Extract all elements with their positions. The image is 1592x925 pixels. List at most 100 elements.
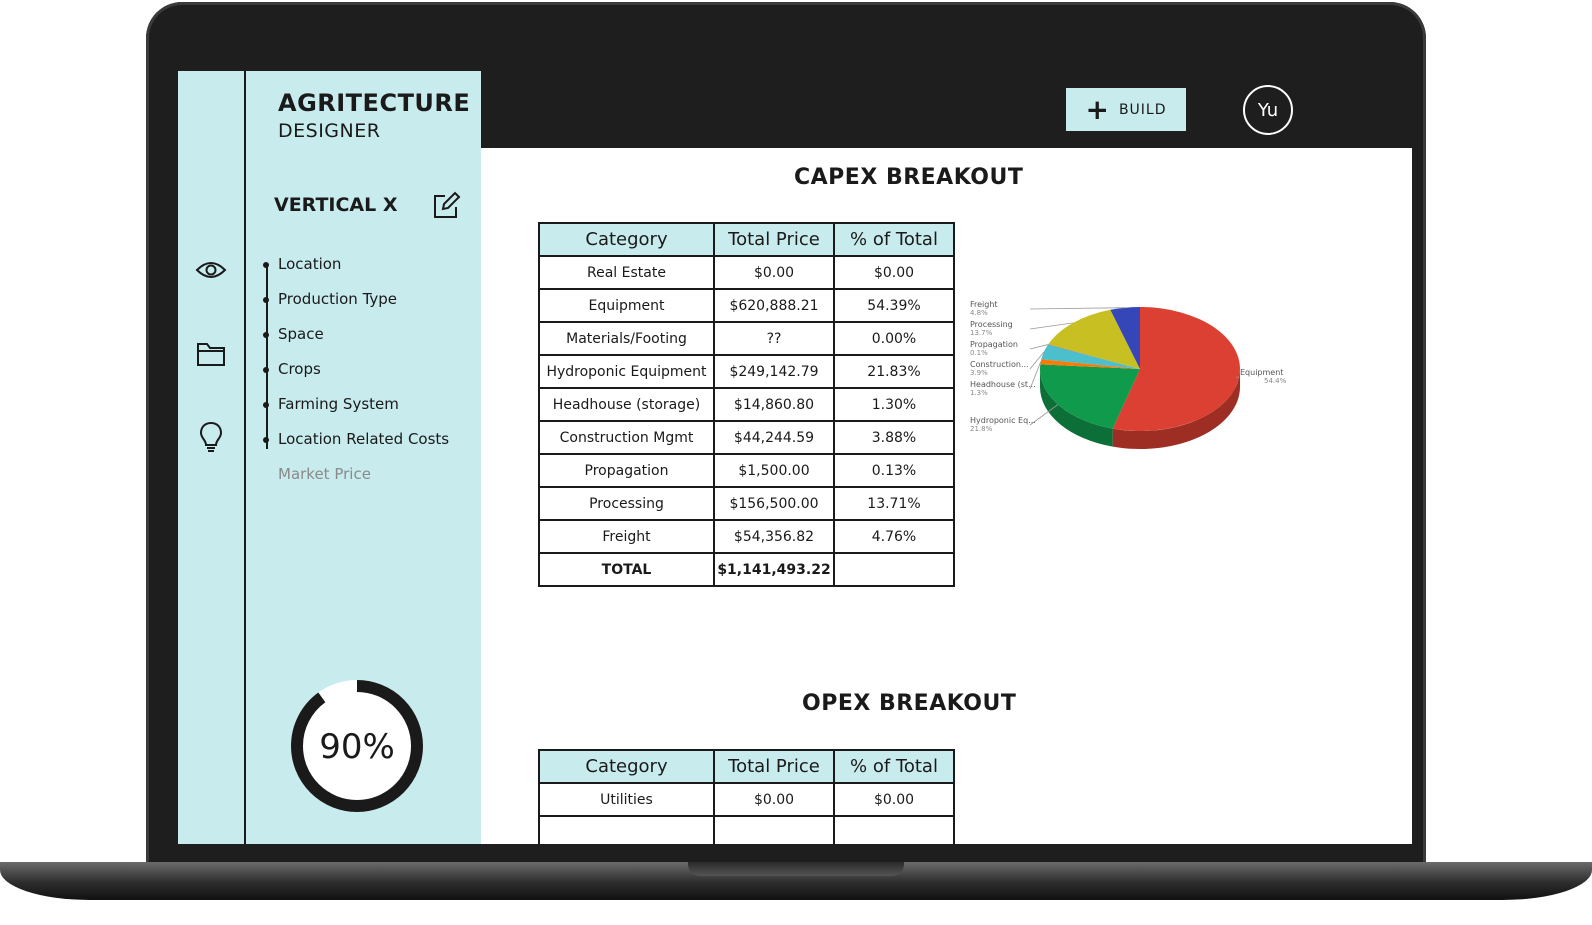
table-cell (833, 815, 955, 844)
table-cell: 1.30% (833, 387, 955, 422)
steps-timeline (266, 264, 268, 449)
eye-icon[interactable] (194, 253, 228, 287)
table-cell: 4.76% (833, 519, 955, 554)
table-header-row: Category Total Price% of Total (538, 222, 955, 257)
pie-slice[interactable] (1041, 344, 1140, 369)
pie-slice[interactable] (1040, 364, 1140, 429)
pie-slice-value: 1.3% (970, 389, 988, 397)
table-cell: $1,141,493.22 (713, 552, 835, 587)
pie-slice[interactable] (1112, 307, 1240, 431)
brand-subtitle: DESIGNER (278, 120, 381, 142)
table-cell: $14,860.80 (713, 387, 835, 422)
pie-leader-line (1235, 376, 1240, 378)
step-item[interactable]: Production Type (263, 290, 397, 308)
table-cell: ?? (713, 321, 835, 356)
app-screen: AGRITECTURE DESIGNER VERTICAL X Location… (178, 71, 1412, 844)
step-dot (263, 402, 269, 408)
step-item[interactable]: Space (263, 325, 324, 343)
step-item[interactable]: Market Price (278, 465, 371, 483)
table-cell: Hydroponic Equipment (538, 354, 715, 389)
progress-label: 90% (319, 727, 395, 767)
capex-table: Category Total Price% of Total Real Estat… (538, 222, 955, 587)
step-dot (263, 262, 269, 268)
build-button[interactable]: + BUILD (1066, 88, 1186, 131)
edit-icon[interactable] (431, 191, 461, 221)
table-row: Processing $156,500.00 13.71% (538, 486, 955, 521)
table-row: TOTAL $1,141,493.22 (538, 552, 955, 587)
column-header: % of Total (833, 222, 955, 257)
table-row: Hydroponic Equipment $249,142.79 21.83% (538, 354, 955, 389)
pie-slice-label: Freight (970, 300, 998, 309)
step-label: Market Price (278, 465, 371, 483)
pie-slice-label: Construction... (970, 360, 1029, 369)
table-cell: Materials/Footing (538, 321, 715, 356)
table-cell: 0.00% (833, 321, 955, 356)
pie-leader-line (1029, 361, 1042, 390)
pie-slice[interactable] (1040, 359, 1140, 369)
table-cell: 0.13% (833, 453, 955, 488)
pie-slice-value: 21.8% (970, 425, 993, 433)
pie-leader-line (1029, 307, 1125, 310)
brand-title: AGRITECTURE (278, 89, 471, 117)
step-item[interactable]: Farming System (263, 395, 399, 413)
table-row: Real Estate $0.00 $0.00 (538, 255, 955, 290)
lightbulb-icon[interactable] (194, 421, 228, 455)
table-cell: $249,142.79 (713, 354, 835, 389)
table-cell: $0.00 (833, 782, 955, 817)
table-row: Utilities $0.00 $0.00 (538, 782, 955, 817)
step-label: Farming System (278, 395, 399, 413)
pie-slice-value: 0.1% (970, 349, 988, 357)
pie-slice[interactable] (1110, 307, 1140, 369)
step-label: Location (278, 255, 342, 273)
progress-arc (291, 680, 423, 812)
avatar[interactable]: Yu (1243, 85, 1293, 135)
table-cell: $620,888.21 (713, 288, 835, 323)
step-item[interactable]: Location Related Costs (263, 430, 450, 448)
table-row: Headhouse (storage) $14,860.80 1.30% (538, 387, 955, 422)
table-cell (833, 552, 955, 587)
table-cell: 54.39% (833, 288, 955, 323)
step-item[interactable]: Crops (263, 360, 321, 378)
table-cell: $54,356.82 (713, 519, 835, 554)
project-name: VERTICAL X (274, 194, 398, 216)
table-cell: 13.71% (833, 486, 955, 521)
step-dot (263, 332, 269, 338)
table-cell: 3.88% (833, 420, 955, 455)
step-dot (263, 437, 269, 443)
step-label: Location Related Costs (278, 430, 450, 448)
table-cell: $156,500.00 (713, 486, 835, 521)
pie-slice-label: Equipment (1240, 368, 1283, 377)
table-cell: $0.00 (713, 782, 835, 817)
step-item[interactable]: Location (263, 255, 342, 273)
table-row: Equipment $620,888.21 54.39% (538, 288, 955, 323)
table-row: Construction Mgmt $44,244.59 3.88% (538, 420, 955, 455)
table-cell (538, 815, 715, 844)
table-cell (713, 815, 835, 844)
column-header: Total Price (713, 222, 835, 257)
table-cell: Headhouse (storage) (538, 387, 715, 422)
step-dot (263, 367, 269, 373)
pie-slice-label: Propagation (970, 340, 1018, 349)
opex-table: Category Total Price% of Total Utilities $… (538, 749, 955, 844)
table-cell: Propagation (538, 453, 715, 488)
pie-leader-line (1029, 404, 1059, 426)
pie-leader-line (1029, 322, 1074, 330)
plus-icon: + (1085, 92, 1109, 126)
top-bar: + BUILD Yu (481, 71, 1412, 148)
table-row: Propagation $1,500.00 0.13% (538, 453, 955, 488)
pie-slice-value: 3.9% (970, 369, 988, 377)
pie-slice-label: Headhouse (st... (970, 380, 1036, 389)
table-cell: $0.00 (713, 255, 835, 290)
folder-icon[interactable] (194, 337, 228, 371)
table-cell: $44,244.59 (713, 420, 835, 455)
pie-leader-line (1029, 351, 1045, 370)
table-cell: Equipment (538, 288, 715, 323)
build-label: BUILD (1118, 101, 1167, 118)
pie-slice-side (1040, 369, 1113, 447)
capex-title: CAPEX BREAKOUT (794, 165, 1024, 190)
pie-slice[interactable] (1048, 309, 1140, 369)
icon-rail (178, 71, 246, 844)
column-header: Category (538, 222, 715, 257)
pie-slice[interactable] (1047, 344, 1140, 369)
